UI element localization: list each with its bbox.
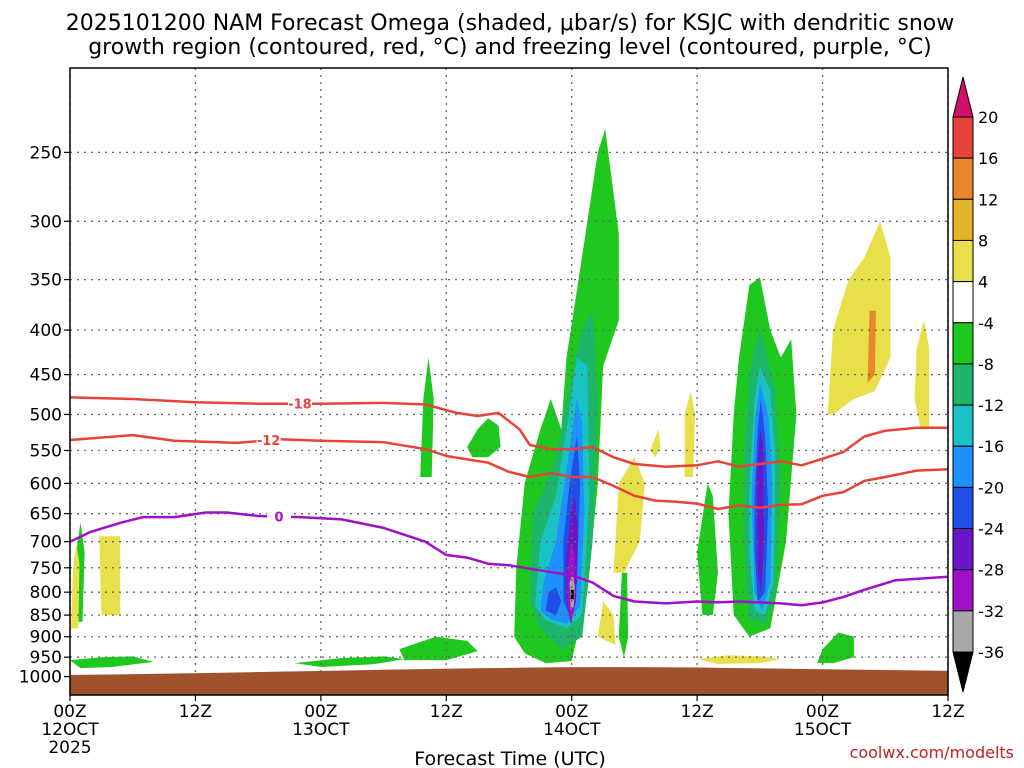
omega-region	[399, 636, 478, 661]
contour-label: -12	[257, 434, 281, 449]
plot-area: -18 -12 0	[69, 67, 949, 696]
omega-region	[697, 483, 718, 616]
colorbar-label: -4	[978, 314, 994, 333]
y-tick-label: 1000	[19, 668, 62, 688]
y-tick-label: 600	[30, 474, 62, 494]
y-tick-label: 250	[30, 143, 62, 163]
x-tick-label: 12OCT	[41, 720, 99, 740]
x-tick-label: 00Z	[53, 702, 86, 722]
omega-region	[71, 544, 80, 629]
colorbar-top-arrow	[952, 76, 974, 118]
y-tick-label: 450	[30, 366, 62, 386]
omega-region	[867, 310, 876, 383]
y-tick-label: 800	[30, 583, 62, 603]
contour-line	[69, 396, 948, 468]
colorbar-swatch	[952, 198, 974, 241]
omega-region	[70, 656, 154, 669]
ground-surface	[70, 667, 948, 695]
colorbar-label: 4	[978, 273, 988, 292]
chart-title-line-2: growth region (contoured, red, °C) and f…	[88, 35, 932, 60]
omega-region	[817, 632, 854, 664]
colorbar-label: -36	[978, 643, 1004, 662]
y-tick-label: 650	[30, 505, 62, 525]
omega-region	[294, 656, 405, 667]
colorbar-swatch	[952, 157, 974, 200]
colorbar-label: 8	[978, 231, 988, 250]
y-tick-label: 900	[30, 628, 62, 648]
colorbar-label: -24	[978, 520, 1004, 539]
contour-label-background	[287, 395, 312, 412]
omega-region	[467, 418, 501, 458]
x-tick-label: 12Z	[931, 702, 964, 722]
x-tick-label: 14OCT	[543, 720, 601, 740]
omega-region	[914, 320, 930, 430]
contour-label: 0	[275, 511, 284, 526]
y-tick-label: 300	[30, 212, 62, 232]
plot-frame	[69, 67, 949, 696]
colorbar-label: -8	[978, 355, 994, 374]
x-tick-label: 12Z	[430, 702, 463, 722]
colorbar-swatch	[952, 363, 974, 406]
colorbar-swatch	[952, 528, 974, 571]
y-tick-label: 350	[30, 271, 62, 291]
contour-label-background	[267, 508, 292, 525]
colorbar-swatch	[952, 610, 974, 653]
omega-shading-layer	[70, 129, 930, 669]
contour-line	[69, 433, 949, 511]
colorbar-swatch	[952, 239, 974, 283]
y-tick-label: 850	[30, 606, 62, 626]
colorbar-swatch	[952, 116, 974, 159]
contour-layer: -18 -12 0	[69, 395, 949, 607]
x-tick-label: 00Z	[304, 702, 337, 722]
colorbar-swatch	[952, 486, 974, 530]
colorbar-swatch	[952, 569, 974, 612]
omega-region	[684, 391, 696, 477]
colorbar-label: -32	[978, 602, 1004, 621]
x-tick-label: 15OCT	[794, 720, 852, 740]
colorbar-swatch	[952, 322, 974, 365]
omega-region	[420, 357, 434, 477]
plot-background	[70, 68, 948, 695]
x-tick-label: 13OCT	[292, 720, 350, 740]
y-tick-label: 950	[30, 648, 62, 668]
omega-region	[597, 601, 616, 645]
colorbar-label: 12	[978, 190, 998, 209]
colorbar-label: -28	[978, 561, 1004, 580]
contour-label-background	[256, 432, 281, 449]
colorbar-label: -20	[978, 478, 1004, 497]
y-tick-label: 700	[30, 533, 62, 553]
x-tick-label: 12Z	[681, 702, 714, 722]
omega-region	[99, 536, 121, 616]
colorbar-label: 20	[978, 108, 998, 127]
y-tick-label: 750	[30, 559, 62, 579]
colorbar-swatch	[952, 281, 974, 324]
colorbar-bottom-arrow	[952, 651, 974, 693]
ground-surface-layer	[70, 667, 948, 695]
y-tick-label: 500	[30, 405, 62, 425]
x-tick-label: 00Z	[555, 702, 588, 722]
omega-region	[756, 429, 764, 593]
x-tick-label: 12Z	[179, 702, 212, 722]
colorbar-swatch	[952, 404, 974, 447]
y-axis: 2503003504004505005506006507007508008509…	[19, 143, 70, 688]
colorbar-label: 16	[978, 149, 998, 168]
omega-region	[613, 457, 645, 573]
chart-title-line-1: 2025101200 NAM Forecast Omega (shaded, μ…	[66, 11, 955, 36]
colorbar-label: -16	[978, 437, 1004, 456]
colorbar-label: -12	[978, 396, 1004, 415]
x-tick-label: 00Z	[806, 702, 839, 722]
credit-text: coolwx.com/modelts	[850, 743, 1014, 762]
y-tick-label: 400	[30, 321, 62, 341]
omega-region	[545, 587, 562, 616]
contour-label: -18	[288, 398, 312, 413]
x-tick-label: 2025	[48, 738, 91, 758]
contour-line	[69, 511, 949, 607]
y-tick-label: 550	[30, 442, 62, 462]
colorbar: 20 16 12 8 4 -4 -8 -12 -16 -20 -24 -28 -32 -36	[952, 76, 1004, 693]
colorbar-swatch	[952, 445, 974, 488]
x-axis-label: Forecast Time (UTC)	[414, 748, 605, 768]
omega-region	[697, 655, 781, 664]
